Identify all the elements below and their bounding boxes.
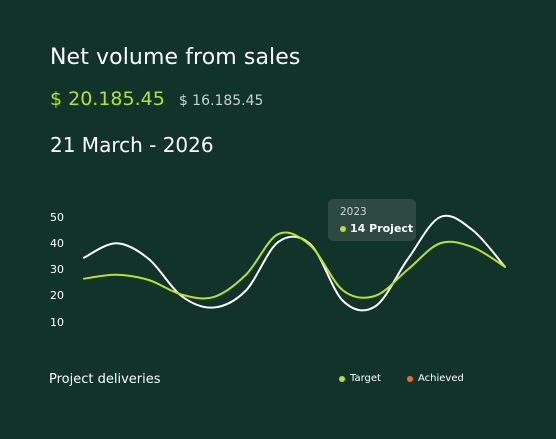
date-range: 21 March - 2026 bbox=[50, 133, 214, 157]
y-tick-label: 40 bbox=[50, 237, 64, 250]
tooltip-year: 2023 bbox=[340, 206, 367, 218]
legend-label: Target bbox=[350, 373, 381, 384]
net-volume-amount: $ 20.185.45 bbox=[50, 88, 165, 110]
legend-item-achieved[interactable]: Achieved bbox=[407, 373, 464, 384]
chart-tooltip: 2023 14 Project bbox=[328, 199, 416, 241]
series-line-achieved bbox=[83, 214, 506, 312]
y-tick-label: 30 bbox=[50, 263, 64, 276]
card-title: Net volume from sales bbox=[50, 45, 301, 70]
footer-label: Project deliveries bbox=[49, 372, 161, 387]
tooltip-dot-icon bbox=[340, 226, 346, 232]
previous-volume-amount: $ 16.185.45 bbox=[178, 93, 264, 109]
tooltip-value: 14 Project bbox=[350, 222, 414, 235]
legend-item-target[interactable]: Target bbox=[339, 373, 381, 384]
legend-dot-icon bbox=[407, 375, 413, 382]
y-tick-label: 50 bbox=[50, 211, 64, 224]
legend-dot-icon bbox=[339, 375, 345, 382]
amounts-row: $ 20.185.45 $ 16.185.45 bbox=[50, 88, 263, 110]
tooltip-value-row: 14 Project bbox=[340, 221, 416, 237]
series-line-target bbox=[83, 231, 506, 300]
y-tick-label: 20 bbox=[50, 289, 64, 302]
y-tick-label: 10 bbox=[50, 316, 64, 329]
legend-label: Achieved bbox=[418, 373, 464, 384]
